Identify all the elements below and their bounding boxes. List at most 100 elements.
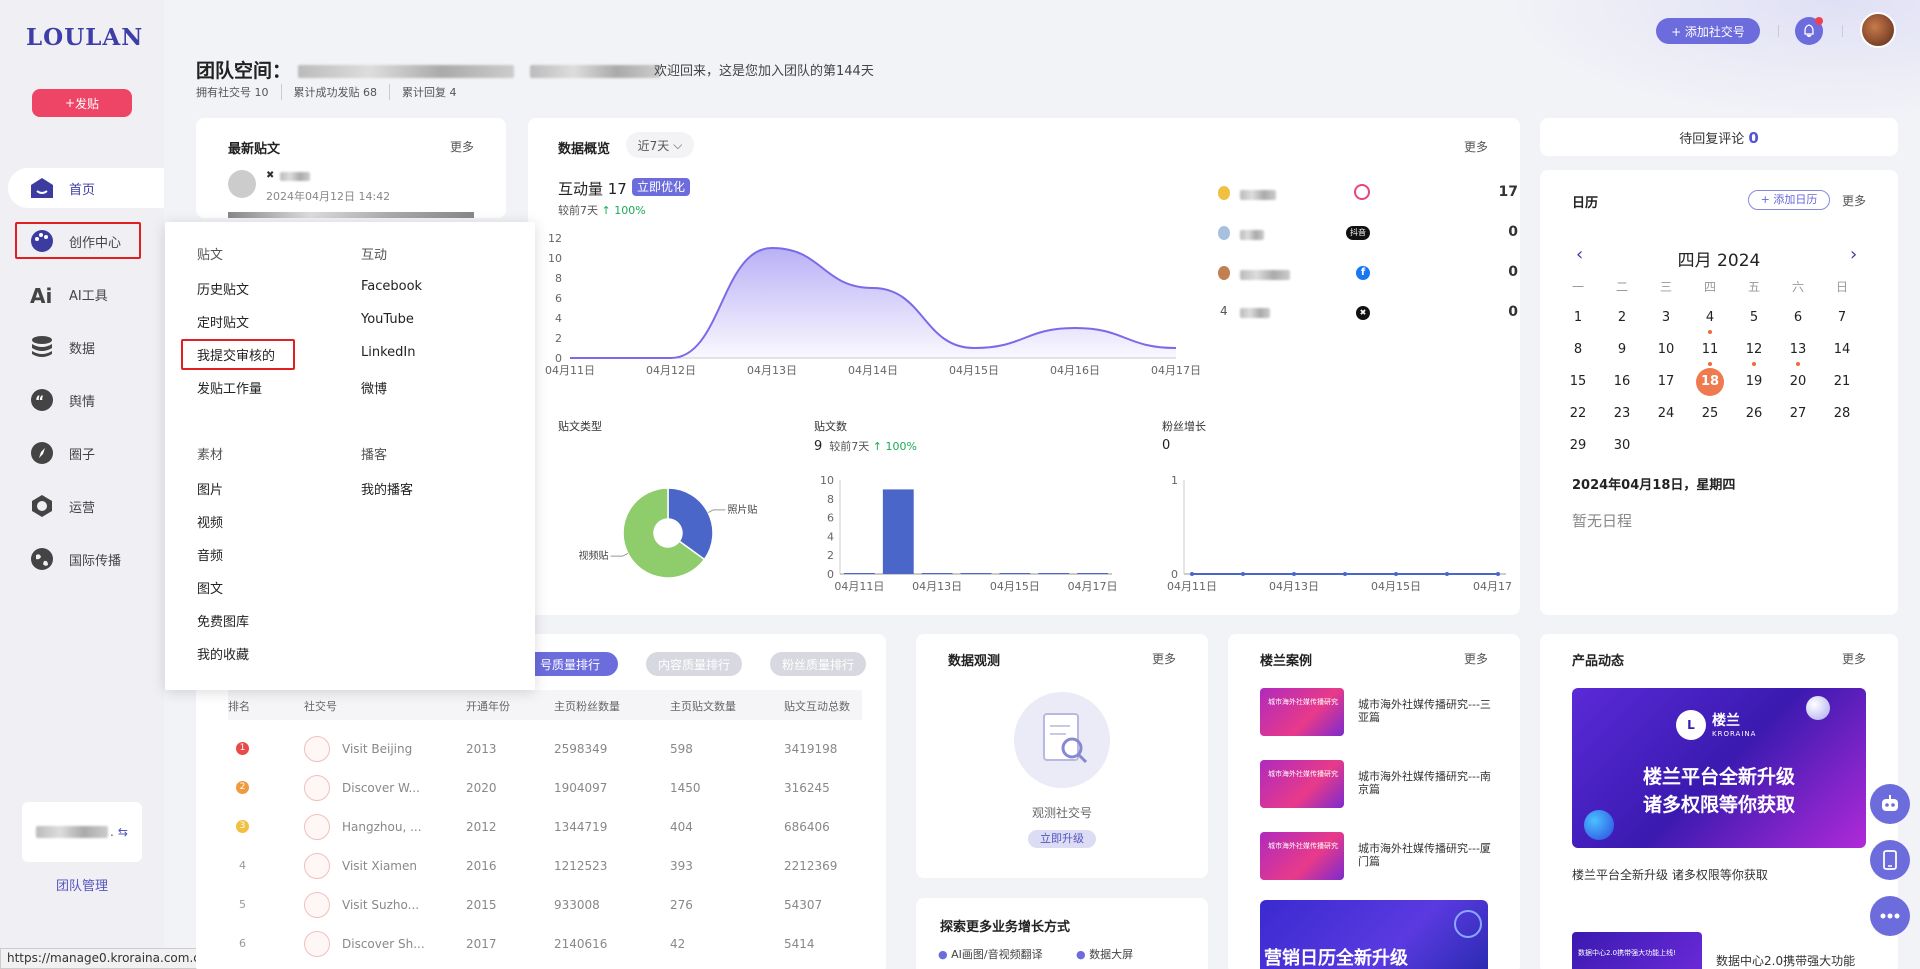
menu-item-linkedin[interactable]: LinkedIn (361, 345, 416, 360)
calendar-day[interactable]: 21 (1833, 374, 1851, 389)
menu-item-images[interactable]: 图片 (197, 483, 224, 498)
latest-posts-more[interactable]: 更多 (450, 140, 475, 154)
calendar-day[interactable]: 5 (1749, 310, 1759, 325)
swap-icon[interactable]: ⇆ (117, 825, 128, 839)
product-more[interactable]: 更多 (1842, 652, 1867, 666)
calendar-day[interactable]: 27 (1789, 406, 1807, 421)
menu-item-audio[interactable]: 音频 (197, 549, 224, 564)
menu-item-youtube[interactable]: YouTube (361, 312, 414, 327)
calendar-day[interactable]: 22 (1569, 406, 1587, 421)
cases-more[interactable]: 更多 (1464, 652, 1489, 666)
product-thumbnail[interactable]: 数据中心2.0携带强大功能上线! (1572, 932, 1702, 969)
calendar-day[interactable]: 29 (1569, 438, 1587, 453)
mobile-icon[interactable] (1870, 840, 1910, 880)
prev-month-icon[interactable]: ‹ (1576, 244, 1584, 265)
table-row[interactable]: 3 Hangzhou, ... 2012 1344719 404 686406 (196, 808, 886, 846)
calendar-day[interactable]: 7 (1837, 310, 1847, 325)
case-link[interactable]: 城市海外社媒传播研究---厦门篇 (1358, 842, 1491, 869)
calendar-day[interactable]: 13 (1789, 342, 1807, 357)
menu-item-my-submissions[interactable]: 我提交审核的 (197, 349, 276, 364)
case-thumbnail[interactable]: 城市海外社媒传播研究 (1260, 832, 1344, 880)
observe-more[interactable]: 更多 (1152, 652, 1177, 666)
calendar-day[interactable]: 12 (1745, 342, 1763, 357)
calendar-day[interactable]: 19 (1745, 374, 1763, 389)
calendar-day[interactable]: 23 (1613, 406, 1631, 421)
menu-item-free-gallery[interactable]: 免费图库 (197, 615, 250, 630)
product-link[interactable]: 数据中心2.0携带强大功能 (1716, 954, 1856, 968)
calendar-more[interactable]: 更多 (1842, 194, 1867, 208)
case-link[interactable]: 城市海外社媒传播研究---三亚篇 (1358, 698, 1491, 725)
robot-assistant-icon[interactable] (1870, 784, 1910, 824)
optimize-button[interactable]: 立即优化 (632, 178, 691, 196)
menu-item-history-posts[interactable]: 历史贴文 (197, 283, 250, 298)
calendar-day[interactable]: 16 (1613, 374, 1631, 389)
calendar-day[interactable]: 28 (1833, 406, 1851, 421)
calendar-day[interactable]: 10 (1657, 342, 1675, 357)
tab-account-quality[interactable]: 号质量排行 (522, 652, 618, 676)
menu-item-videos[interactable]: 视频 (197, 516, 224, 531)
nav-international[interactable]: 国际传播 (8, 539, 164, 579)
menu-item-my-podcast[interactable]: 我的播客 (361, 483, 414, 498)
add-calendar-button[interactable]: + 添加日历 (1748, 190, 1830, 210)
calendar-day[interactable]: 11 (1701, 342, 1719, 357)
calendar-day[interactable]: 20 (1789, 374, 1807, 389)
add-account-button[interactable]: + 添加社交号 (1656, 18, 1760, 44)
nav-home[interactable]: 首页 (8, 168, 164, 208)
nav-data[interactable]: 数据 (8, 327, 164, 367)
calendar-day[interactable]: 24 (1657, 406, 1675, 421)
upgrade-button[interactable]: 立即升级 (1028, 830, 1096, 848)
chevron-down-icon: ⌵ (673, 137, 683, 152)
menu-item-weibo[interactable]: 微博 (361, 382, 388, 397)
nav-circles[interactable]: 圈子 (8, 433, 164, 473)
nav-sentiment[interactable]: “ 舆情 (8, 380, 164, 420)
nav-operations[interactable]: 运营 (8, 486, 164, 526)
menu-item-scheduled-posts[interactable]: 定时贴文 (197, 316, 250, 331)
rank-number: 4 (1220, 304, 1228, 318)
bell-icon[interactable] (1795, 17, 1823, 45)
team-manage-link[interactable]: 团队管理 (55, 879, 108, 894)
marketing-calendar-banner[interactable]: 营销日历全新升级 (1260, 900, 1488, 969)
table-row[interactable]: 1 Visit Beijing 2013 2598349 598 3419198 (196, 730, 886, 768)
nav-ai-tools[interactable]: Ai AI工具 (8, 274, 164, 314)
menu-item-post-workload[interactable]: 发贴工作量 (197, 382, 263, 397)
calendar-day[interactable]: 17 (1657, 374, 1675, 389)
table-row[interactable]: 2 Discover W... 2020 1904097 1450 316245 (196, 769, 886, 807)
menu-item-facebook[interactable]: Facebook (361, 279, 423, 294)
team-switcher[interactable]: . ⇆ (22, 802, 142, 862)
calendar-day[interactable]: 15 (1569, 374, 1587, 389)
calendar-day[interactable]: 4 (1705, 310, 1715, 325)
calendar-day[interactable]: 2 (1617, 310, 1627, 325)
pending-comments-card[interactable]: 待回复评论 0 (1540, 118, 1898, 156)
tab-content-quality[interactable]: 内容质量排行 (646, 652, 742, 676)
overview-more[interactable]: 更多 (1464, 140, 1489, 154)
table-row[interactable]: 4 Visit Xiamen 2016 1212523 393 2212369 (196, 847, 886, 885)
calendar-day[interactable]: 18 (1700, 374, 1720, 389)
calendar-day[interactable]: 9 (1617, 342, 1627, 357)
calendar-day[interactable]: 14 (1833, 342, 1851, 357)
product-banner[interactable]: L 楼兰 KRORAINA 楼兰平台全新升级 诸多权限等你获取 (1572, 688, 1866, 848)
calendar-day[interactable]: 25 (1701, 406, 1719, 421)
nav-creation-center[interactable]: 创作中心 (8, 221, 164, 261)
explore-item[interactable]: ● AI画图/音视频翻译 (938, 946, 1043, 962)
calendar-day[interactable]: 30 (1613, 438, 1631, 453)
case-link[interactable]: 城市海外社媒传播研究---南京篇 (1358, 770, 1491, 797)
case-thumbnail[interactable]: 城市海外社媒传播研究 (1260, 688, 1344, 736)
calendar-day[interactable]: 8 (1573, 342, 1583, 357)
calendar-day[interactable]: 3 (1661, 310, 1671, 325)
case-thumbnail[interactable]: 城市海外社媒传播研究 (1260, 760, 1344, 808)
product-caption[interactable]: 楼兰平台全新升级 诸多权限等你获取 (1572, 868, 1768, 882)
menu-item-graphic-text[interactable]: 图文 (197, 582, 224, 597)
table-row[interactable]: 5 Visit Suzho... 2015 933008 276 54307 (196, 886, 886, 924)
tab-fans-quality[interactable]: 粉丝质量排行 (770, 652, 866, 676)
calendar-day[interactable]: 6 (1793, 310, 1803, 325)
calendar-day[interactable]: 1 (1573, 310, 1583, 325)
explore-item[interactable]: ● 数据大屏 (1076, 946, 1133, 962)
calendar-day[interactable]: 26 (1745, 406, 1763, 421)
period-select[interactable]: 近7天 ⌵ (626, 132, 694, 158)
next-month-icon[interactable]: › (1850, 244, 1858, 265)
user-avatar[interactable] (1860, 12, 1896, 48)
more-icon[interactable] (1870, 896, 1910, 936)
new-post-button[interactable]: + 发贴 (32, 89, 132, 117)
menu-item-favorites[interactable]: 我的收藏 (197, 648, 250, 663)
table-row[interactable]: 6 Discover Sh... 2017 2140616 42 5414 (196, 925, 886, 963)
